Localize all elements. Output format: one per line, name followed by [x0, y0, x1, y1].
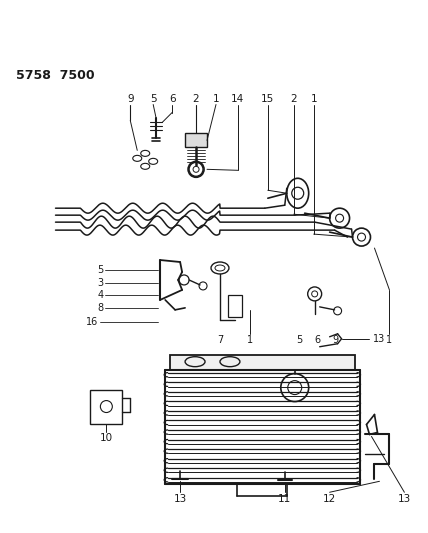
- Text: 13: 13: [373, 334, 386, 344]
- Text: 10: 10: [100, 433, 113, 443]
- Text: 12: 12: [323, 494, 336, 504]
- Bar: [170, 355, 354, 370]
- Bar: [228, 295, 242, 317]
- Text: 6: 6: [169, 94, 175, 103]
- Text: 2: 2: [193, 94, 199, 103]
- Text: 1: 1: [310, 94, 317, 103]
- Text: 1: 1: [247, 335, 253, 345]
- Text: 3: 3: [97, 278, 103, 288]
- Text: 14: 14: [231, 94, 244, 103]
- Text: 9: 9: [333, 335, 339, 345]
- Text: 5: 5: [297, 335, 303, 345]
- Text: 5: 5: [97, 265, 103, 275]
- Text: 8: 8: [97, 303, 103, 313]
- Text: 15: 15: [261, 94, 274, 103]
- Text: 2: 2: [291, 94, 297, 103]
- Text: 4: 4: [97, 290, 103, 300]
- Text: 11: 11: [278, 494, 291, 504]
- Bar: [90, 390, 122, 424]
- Text: 7: 7: [217, 335, 223, 345]
- Text: 16: 16: [86, 317, 98, 327]
- Text: 5: 5: [150, 94, 157, 103]
- Text: 1: 1: [213, 94, 219, 103]
- Text: 9: 9: [127, 94, 134, 103]
- Text: 13: 13: [398, 494, 411, 504]
- Text: 1: 1: [386, 335, 392, 345]
- Bar: [185, 133, 207, 148]
- Text: 5758  7500: 5758 7500: [16, 69, 94, 82]
- Text: 13: 13: [173, 494, 187, 504]
- Text: 6: 6: [315, 335, 321, 345]
